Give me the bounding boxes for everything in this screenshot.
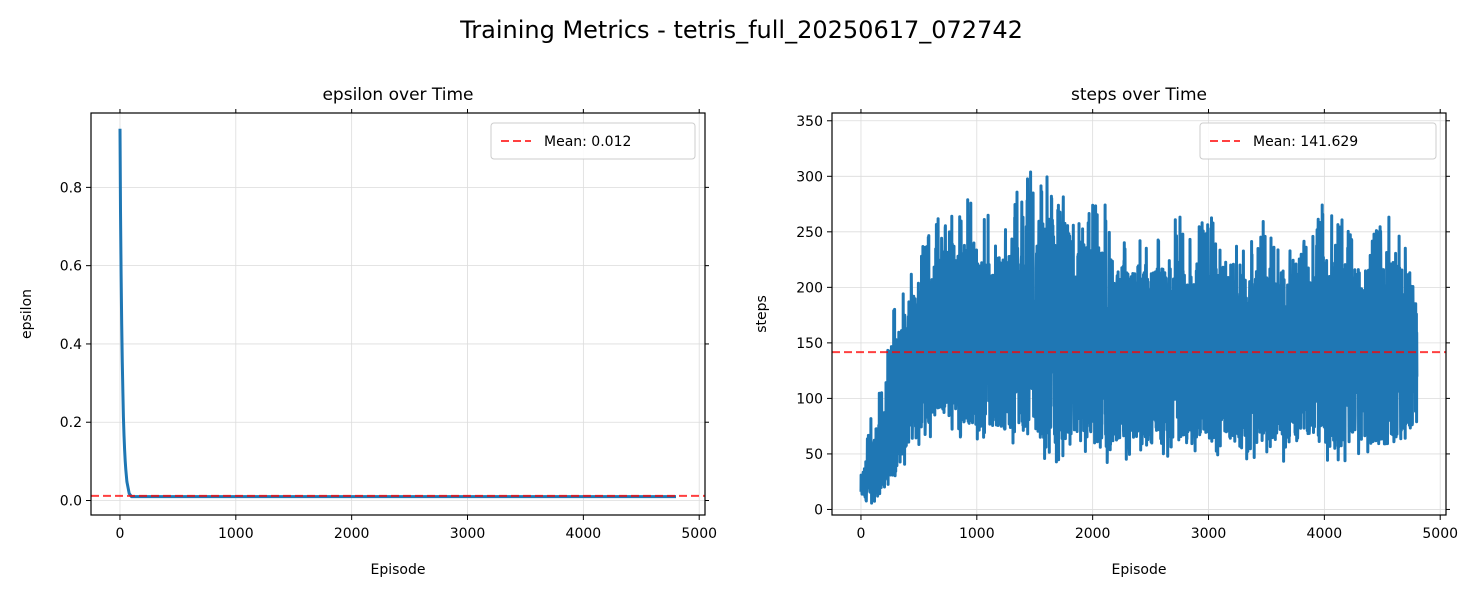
y-tick-label: 0.6 <box>60 259 82 275</box>
legend-box <box>490 122 696 160</box>
series-group <box>859 170 1419 505</box>
x-tick-label: 4000 <box>1307 526 1343 542</box>
y-tick-label: 250 <box>796 225 823 241</box>
y-tick-label: 100 <box>796 391 823 407</box>
y-axis-label: epsilon <box>19 289 35 339</box>
legend-box <box>1199 122 1437 160</box>
x-tick-label: 2000 <box>334 526 370 542</box>
x-tick-label: 5000 <box>681 526 717 542</box>
figure-title: Training Metrics - tetris_full_20250617_… <box>460 16 1023 44</box>
legend: Mean: 141.629 <box>1199 122 1437 160</box>
series-group <box>118 128 676 499</box>
y-tick-label: 0.2 <box>60 415 82 431</box>
x-tick-label: 3000 <box>1191 526 1227 542</box>
x-tick-label: 3000 <box>450 526 486 542</box>
x-tick-label: 0 <box>857 526 866 542</box>
y-tick-label: 150 <box>796 336 823 352</box>
y-tick-label: 0 <box>814 502 823 518</box>
y-tick-label: 350 <box>796 114 823 130</box>
x-tick-label: 2000 <box>1075 526 1111 542</box>
y-axis-label: steps <box>754 295 770 333</box>
chart-title: epsilon over Time <box>322 85 473 105</box>
plot-frame <box>90 112 706 516</box>
series-line <box>859 170 1419 505</box>
y-tick-label: 300 <box>796 169 823 185</box>
y-tick-label: 0.4 <box>60 337 82 353</box>
x-tick-label: 4000 <box>566 526 602 542</box>
y-tick-label: 50 <box>805 447 823 463</box>
x-tick-label: 1000 <box>959 526 995 542</box>
series-line <box>118 128 676 499</box>
x-tick-label: 5000 <box>1422 526 1458 542</box>
plot-frame <box>831 112 1447 516</box>
y-tick-label: 200 <box>796 280 823 296</box>
legend-label: Mean: 141.629 <box>1253 134 1358 150</box>
y-tick-label: 0.0 <box>60 494 82 510</box>
legend-label: Mean: 0.012 <box>544 134 631 150</box>
x-axis-label: Episode <box>1112 562 1167 578</box>
y-tick-label: 0.8 <box>60 180 82 196</box>
x-tick-label: 1000 <box>218 526 254 542</box>
chart-title: steps over Time <box>1071 85 1207 105</box>
legend: Mean: 0.012 <box>490 122 696 160</box>
x-axis-label: Episode <box>371 562 426 578</box>
x-tick-label: 0 <box>116 526 125 542</box>
